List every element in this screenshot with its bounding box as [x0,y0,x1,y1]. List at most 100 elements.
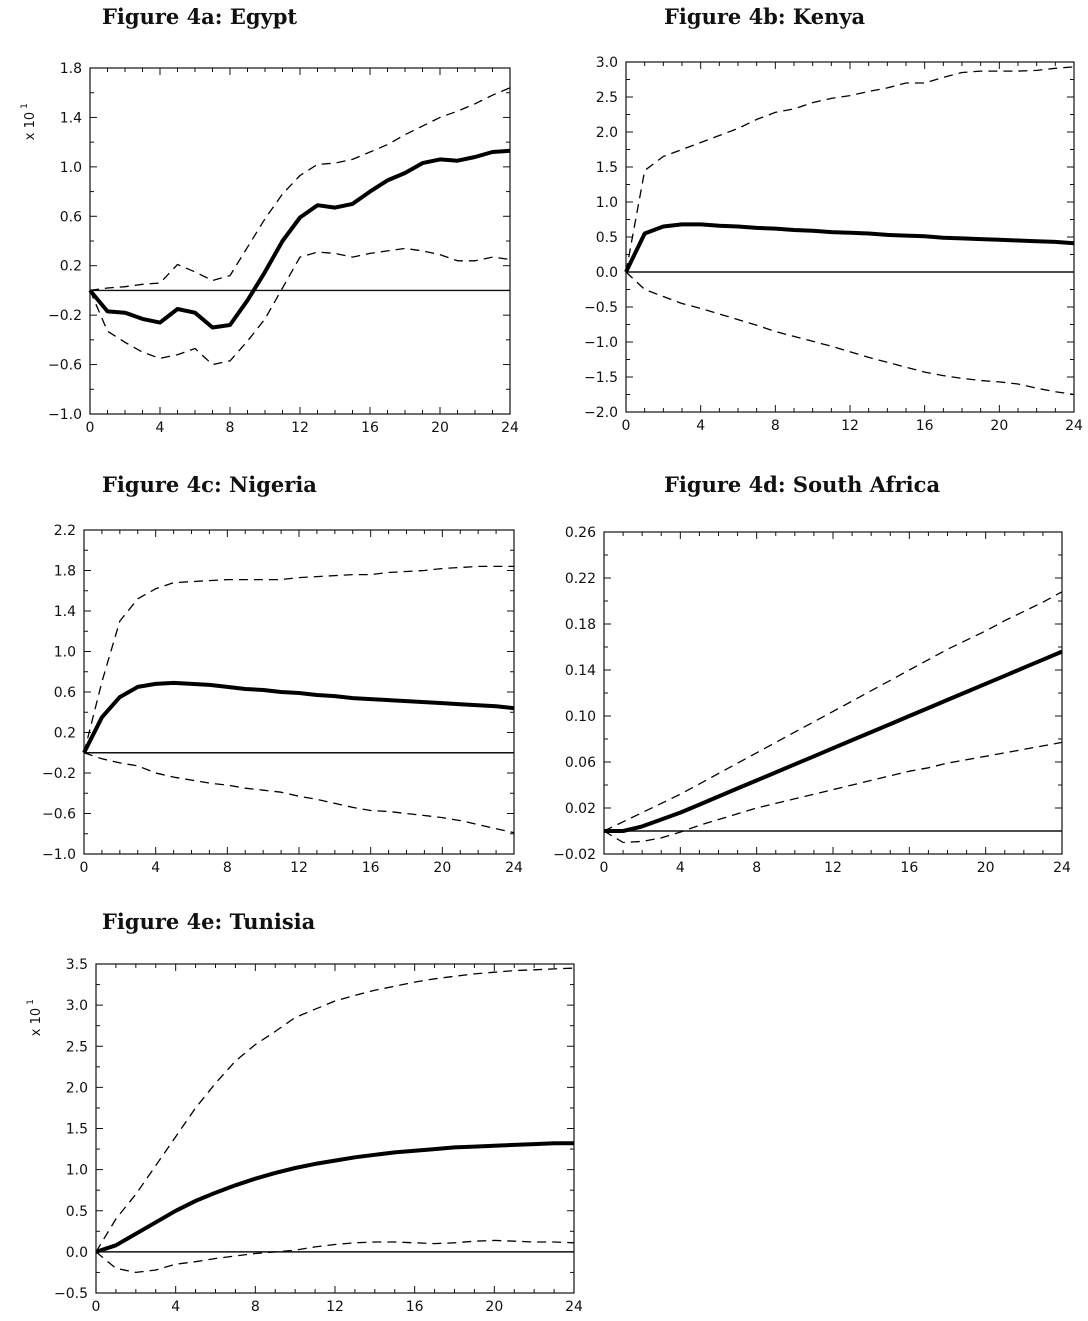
x-tick-label: 12 [824,860,842,876]
y-tick-label: 3.0 [66,998,88,1014]
series-line-estimate [604,649,1063,833]
x-tick-label: 16 [362,860,380,876]
series-line-estimate [95,1141,574,1254]
y-tick-label: −1.0 [584,335,618,351]
y-tick-label: −2.0 [584,405,618,421]
chart-nigeria: 0 4 8 12 16 20 24 −1.0 −0.6 −0.2 0.2 0.6 1.0 1.4 1.8 2.… [42,523,523,876]
chart-egypt: 0 4 8 12 16 20 24 −1.0 −0.6 −0.2 0.2 0.6 1.0 1.4 1.8 x … [20,61,519,436]
y-tick-label: −0.6 [42,807,76,823]
scale-label-text: x 10 [29,1008,44,1036]
y-tick-label: 1.0 [54,645,76,661]
plot-frame [603,531,1063,855]
x-tick-label: 12 [841,418,859,434]
x-tick-label: 4 [696,418,705,434]
series-line-upper-band [95,967,575,1253]
y-tick-label: 0.6 [60,209,82,225]
scale-label-exponent: 1 [20,103,30,109]
y-tick-label: 2.5 [66,1039,88,1055]
y-tick-label: 3.0 [596,55,618,71]
x-tick-label: 8 [223,860,232,876]
y-tick-label: 0.6 [54,685,76,701]
chart-panel-egypt: Figure 4a: Egypt 0 4 8 12 16 20 24 −1.0 −0.6 −0.2… [0,0,544,440]
y-tick-label: −0.2 [48,308,82,324]
x-tick-label: 0 [80,860,89,876]
series-line-upper-band [625,66,1075,273]
y-tick-label: 0.2 [54,726,76,742]
series-line-lower-band [83,752,515,834]
y-tick-label: −1.0 [42,847,76,863]
x-tick-label: 8 [226,420,235,436]
y-tick-label: 0.0 [596,265,618,281]
y-tick-label: 0.10 [565,709,596,725]
y-tick-label: 0.26 [565,525,596,541]
x-tick-label: 16 [361,420,379,436]
x-tick-label: 16 [900,860,918,876]
y-tick-label: −0.02 [553,847,596,863]
scale-label-exponent: 1 [26,999,36,1005]
y-tick-label: 1.8 [60,61,82,77]
y-tick-label: −1.5 [584,370,618,386]
chart-panel-nigeria: Figure 4c: Nigeria 0 4 8 12 16 20 24 −1.0 −0.6 −0… [0,460,544,880]
x-tick-label: 16 [916,418,934,434]
x-tick-label: 0 [600,860,609,876]
y-tick-label: 1.4 [54,604,76,620]
x-tick-label: 20 [433,860,451,876]
series-line-lower-band [95,1239,575,1274]
y-tick-label: −0.6 [48,358,82,374]
x-tick-label: 4 [676,860,685,876]
y-tick-label: 1.0 [596,195,618,211]
series-line-upper-band [83,565,514,753]
series-line-estimate [88,148,511,330]
x-tick-label: 0 [622,418,631,434]
chart-title: Figure 4a: Egypt [102,4,298,29]
y-tick-label: 0.14 [565,663,596,679]
series-line-upper-band [89,87,511,292]
scale-label: x 10 1 [20,103,38,140]
y-tick-label: 2.0 [596,125,618,141]
y-tick-label: 0.06 [565,755,596,771]
y-tick-label: 1.5 [596,160,618,176]
y-tick-label: 0.5 [596,230,618,246]
x-tick-label: 20 [990,418,1008,434]
chart-title: Figure 4b: Kenya [664,4,866,29]
plot-frame [625,61,1075,413]
x-tick-label: 8 [752,860,761,876]
y-tick-label: −1.0 [48,407,82,423]
x-tick-label: 24 [1065,418,1083,434]
x-tick-label: 24 [1053,860,1071,876]
y-tick-label: −0.5 [54,1286,88,1302]
y-tick-label: −0.2 [42,766,76,782]
y-tick-label: 2.5 [596,90,618,106]
plot-frame [89,67,511,415]
x-tick-label: 12 [291,420,309,436]
chart-south-africa: 0 4 8 12 16 20 24 −0.02 0.02 0.06 0.10 0.14 0.18 0.22… [553,525,1071,876]
x-tick-label: 4 [151,860,160,876]
chart-panel-kenya: Figure 4b: Kenya 0 4 8 12 16 20 24 −2.0 −1.5 −1.0… [544,0,1088,440]
x-tick-label: 8 [251,1299,260,1315]
x-tick-label: 16 [406,1299,424,1315]
chart-tunisia: 0 4 8 12 16 20 24 −0.5 0.0 0.5 1.0 1.5 2.0 2.5 3.0 3.5 x… [26,957,583,1315]
y-tick-label: 2.0 [66,1080,88,1096]
x-tick-label: 24 [565,1299,583,1315]
x-tick-label: 12 [326,1299,344,1315]
y-tick-label: 2.2 [54,523,76,539]
x-tick-label: 20 [431,420,449,436]
x-tick-label: 0 [86,420,95,436]
series-line-lower-band [603,741,1063,844]
x-tick-label: 20 [977,860,995,876]
chart-panel-south-africa: Figure 4d: South Africa 0 4 8 12 16 20 24 −0.02… [544,460,1088,880]
x-tick-label: 20 [485,1299,503,1315]
x-tick-label: 8 [771,418,780,434]
series-line-lower-band [89,247,511,366]
y-tick-label: −0.5 [584,300,618,316]
series-line-estimate [624,222,1075,273]
y-tick-label: 3.5 [66,957,88,973]
y-tick-label: 1.0 [60,160,82,176]
series-line-estimate [82,680,515,754]
x-tick-label: 0 [92,1299,101,1315]
series-line-upper-band [603,591,1063,832]
chart-kenya: 0 4 8 12 16 20 24 −2.0 −1.5 −1.0 −0.5 0.0 0.5 1.0 1.5 2… [584,55,1083,434]
scale-label-text: x 10 [23,112,38,140]
y-tick-label: 1.8 [54,564,76,580]
y-tick-label: 1.5 [66,1122,88,1138]
